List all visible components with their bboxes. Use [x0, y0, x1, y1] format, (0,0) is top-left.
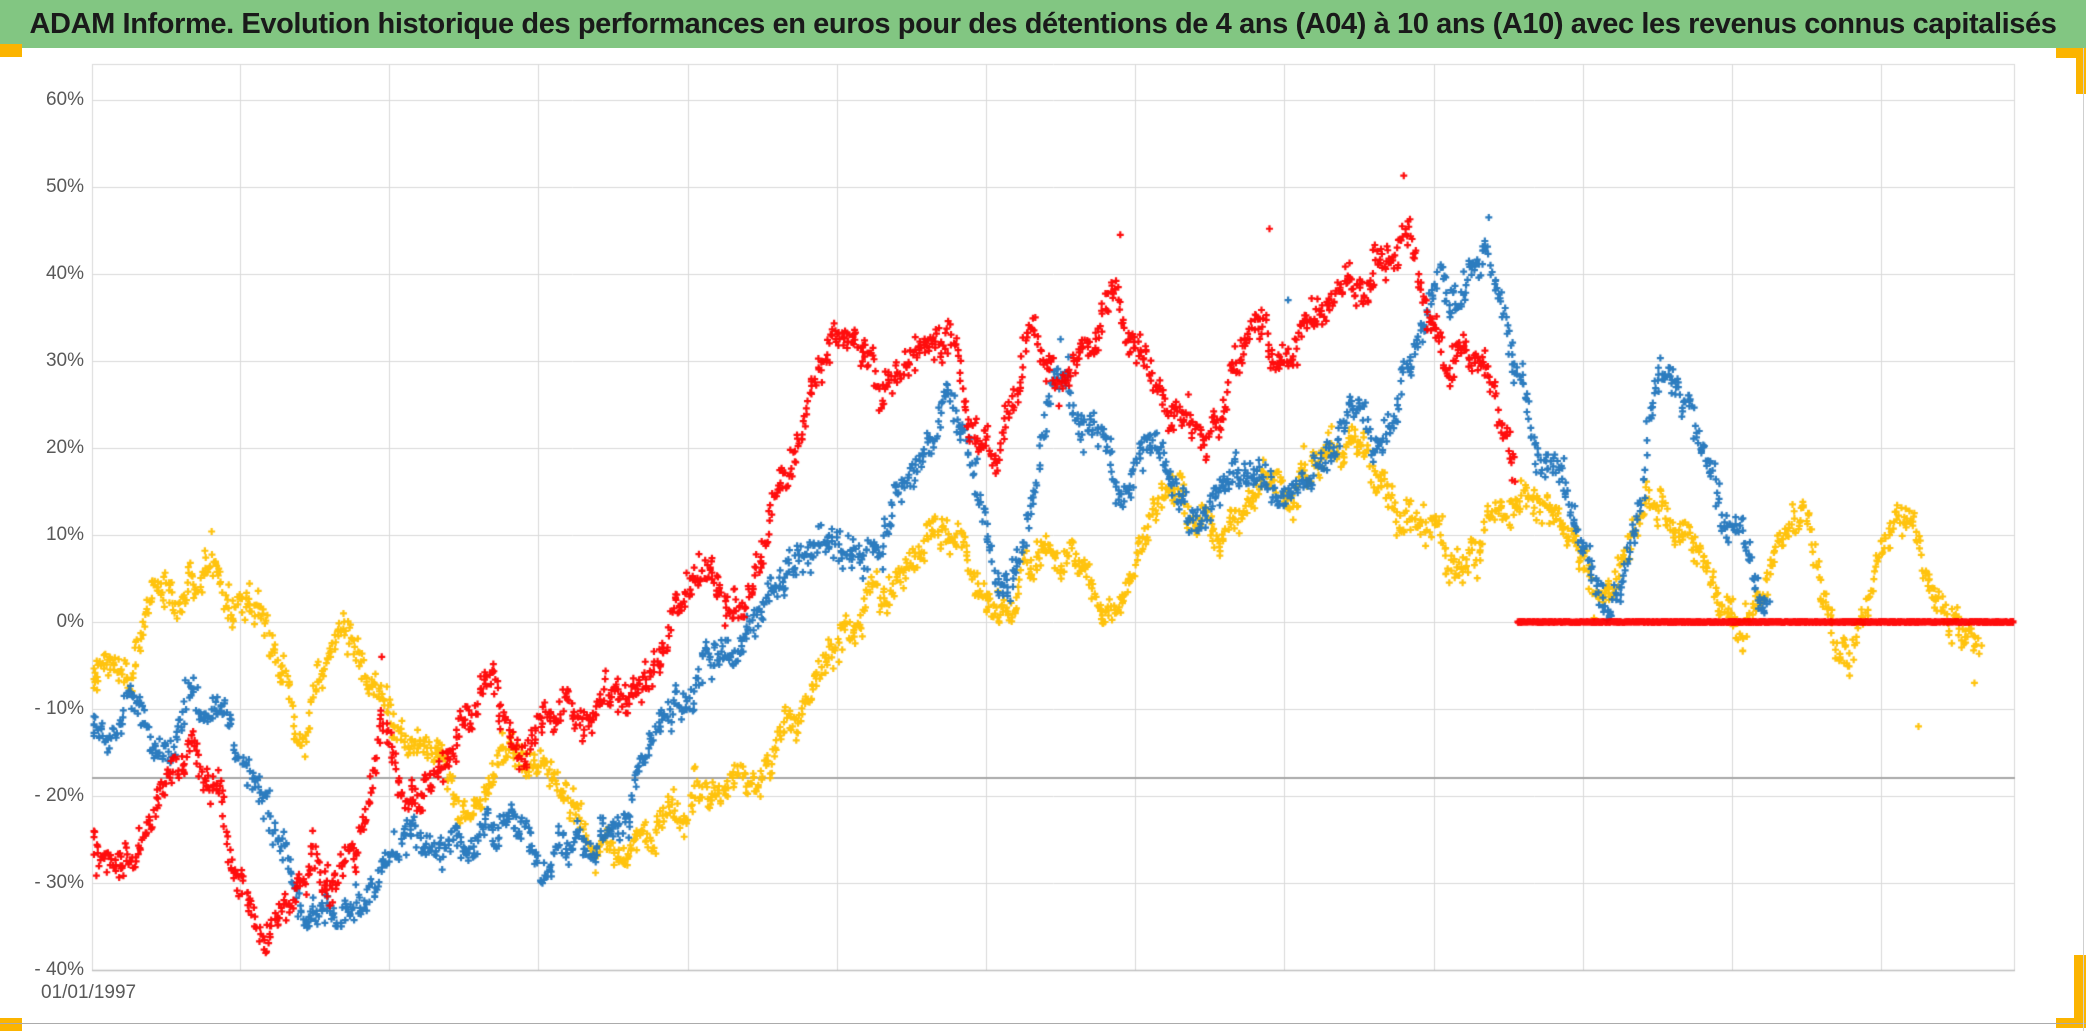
x-axis-tick-label: 01/01/1997	[41, 982, 137, 1003]
y-axis-tick-label: - 30%	[34, 872, 84, 893]
slide-right-border	[2083, 48, 2084, 1031]
y-axis-tick-label: 30%	[45, 350, 84, 371]
y-axis-tick-label: 20%	[45, 437, 84, 458]
chart-title: ADAM Informe. Evolution historique des p…	[29, 7, 2057, 40]
y-axis-tick-label: 0%	[56, 611, 84, 632]
accent-bar-bottom-left	[0, 1018, 22, 1031]
y-axis-tick-label: 10%	[45, 524, 84, 545]
title-bar: ADAM Informe. Evolution historique des p…	[0, 0, 2086, 48]
scatter-chart-plot	[0, 48, 2086, 1031]
y-axis-tick-label: - 20%	[34, 785, 84, 806]
y-axis-tick-label: 40%	[45, 263, 84, 284]
y-axis-tick-label: - 40%	[34, 959, 84, 980]
y-axis-tick-label: - 10%	[34, 698, 84, 719]
y-axis-tick-label: 50%	[45, 176, 84, 197]
y-axis-tick-label: 60%	[45, 89, 84, 110]
accent-corner-top-right-horizontal	[2056, 48, 2086, 58]
accent-corner-top-right-vertical	[2076, 48, 2086, 94]
slide-bottom-border	[0, 1023, 2086, 1024]
accent-bar-top-left	[0, 44, 22, 57]
